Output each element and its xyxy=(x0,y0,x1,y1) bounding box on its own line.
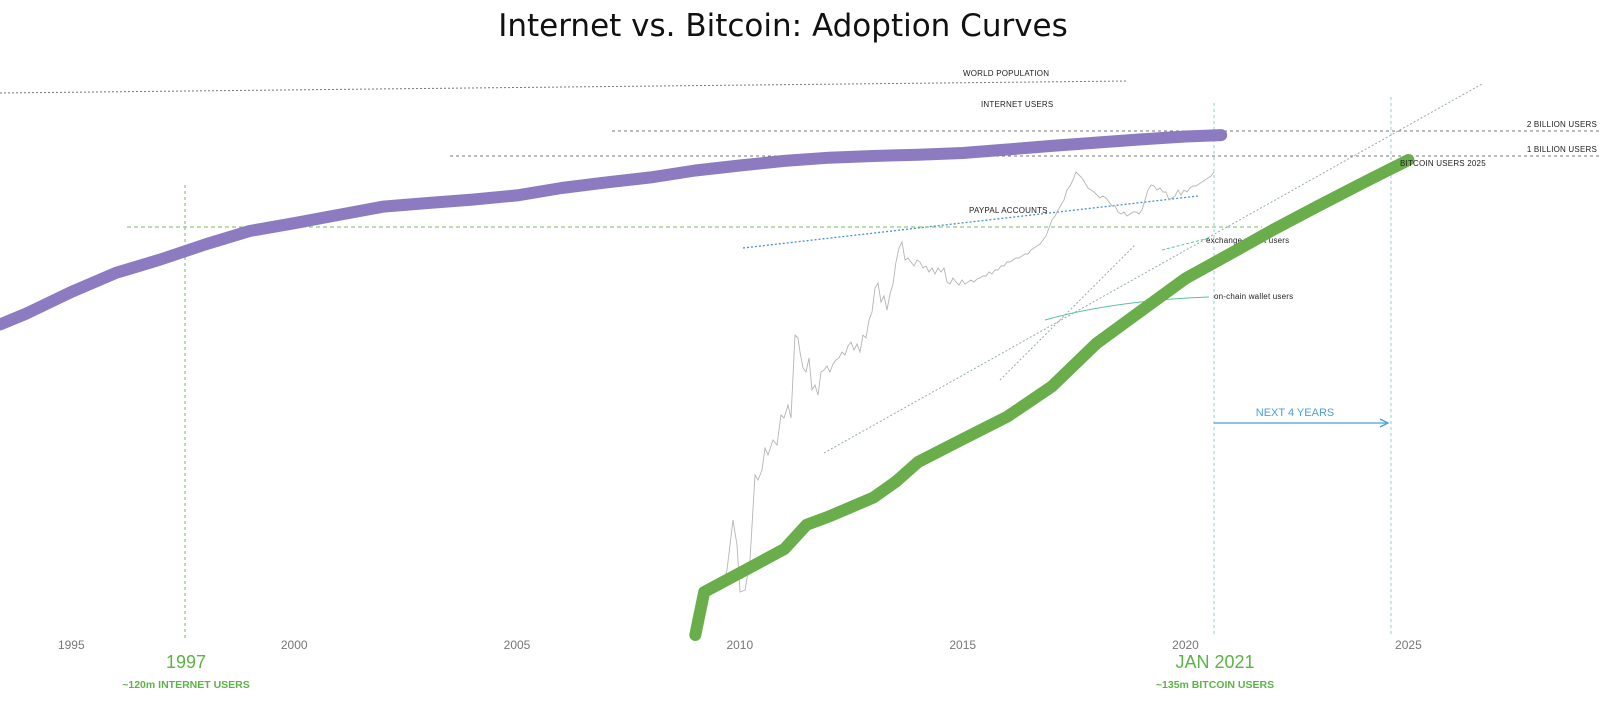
trend-extrapolation-line xyxy=(823,83,1483,454)
x-tick-label: 2020 xyxy=(1172,638,1199,652)
one-billion-label: 1 BILLION USERS xyxy=(1527,145,1597,154)
x-tick-label: 2010 xyxy=(726,638,753,652)
x-tick-label: 2005 xyxy=(504,638,531,652)
series-layer xyxy=(0,129,1415,641)
exchange-wallet-line xyxy=(1161,237,1210,251)
paypal-accounts-line xyxy=(742,195,1199,249)
internet-users-series xyxy=(0,129,1228,331)
marker-2021-label: JAN 2021 xyxy=(1175,652,1254,672)
paypal-accounts-label: PAYPAL ACCOUNTS xyxy=(969,206,1048,215)
next-4-years-arrowhead xyxy=(1379,418,1390,428)
internet-users-label: INTERNET USERS xyxy=(981,100,1053,109)
marker-1997-label: 1997 xyxy=(166,652,206,672)
onchain-wallet-line xyxy=(1044,296,1210,321)
x-tick-label: 2000 xyxy=(281,638,308,652)
trend-extrapolation-line-2 xyxy=(999,244,1136,381)
chart-title: Internet vs. Bitcoin: Adoption Curves xyxy=(498,8,1068,44)
world-population-line xyxy=(0,80,1129,94)
next-4-years-label: NEXT 4 YEARS xyxy=(1256,407,1334,419)
x-tick-label: 1995 xyxy=(58,638,85,652)
x-axis-ticks: 1995 2000 2005 2010 2015 2020 2025 xyxy=(58,638,1422,652)
bitcoin-users-series xyxy=(689,154,1415,641)
two-billion-label: 2 BILLION USERS xyxy=(1527,120,1597,129)
bitcoin-users-2025-label: BITCOIN USERS 2025 xyxy=(1400,159,1486,168)
x-tick-label: 2015 xyxy=(949,638,976,652)
bitcoin-price-line xyxy=(720,171,1215,593)
marker-1997-sublabel: ~120m INTERNET USERS xyxy=(122,679,250,691)
world-population-label: WORLD POPULATION xyxy=(963,69,1049,78)
onchain-wallet-label: on-chain wallet users xyxy=(1214,292,1293,301)
marker-2021-sublabel: ~135m BITCOIN USERS xyxy=(1156,679,1274,691)
x-tick-label: 2025 xyxy=(1395,638,1422,652)
